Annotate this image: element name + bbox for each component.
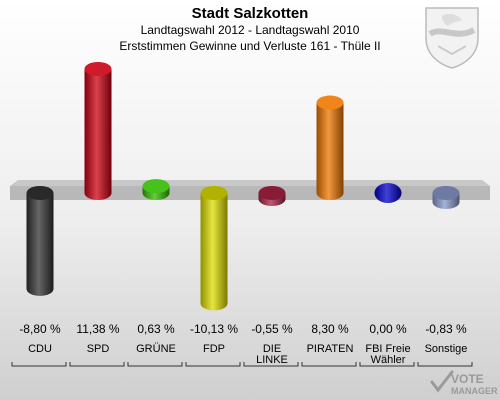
value-label: 0,63 %: [137, 322, 175, 336]
bar-body: [316, 102, 344, 193]
value-label: 8,30 %: [311, 322, 349, 336]
bar-end: [316, 186, 344, 200]
bar-grüne: [142, 179, 170, 200]
category-bracket: [301, 362, 357, 367]
category-label: FBI Freie: [365, 343, 410, 355]
bar-end: [200, 296, 228, 311]
bar-end: [84, 186, 112, 200]
chart-caption: Erststimmen Gewinne und Verluste 161 - T…: [119, 39, 381, 53]
category-label: PIRATEN: [307, 343, 354, 355]
logo-text-manager: MANAGER: [451, 386, 498, 396]
category-label: Sonstige: [425, 343, 468, 355]
category-label: CDU: [28, 343, 52, 355]
value-label: -0,55 %: [251, 322, 293, 336]
bar-fdp: [200, 186, 228, 311]
bar-top: [84, 61, 112, 76]
bar-die-linke: [258, 186, 286, 206]
bar-spd: [84, 61, 112, 200]
bar-cap: [374, 183, 402, 203]
bar-fbi-freie-wähler: [374, 183, 402, 203]
category-bracket: [243, 362, 299, 367]
bar-top: [258, 186, 286, 200]
chart-subtitle: Landtagswahl 2012 - Landtagswahl 2010: [140, 23, 360, 37]
bar-body: [84, 68, 112, 193]
bar-body: [26, 193, 54, 289]
category-label: FDP: [203, 343, 225, 355]
bar-cdu: [26, 186, 54, 296]
category-label: DIE: [263, 343, 281, 355]
bar-piraten: [316, 95, 344, 200]
bar-top: [316, 95, 344, 110]
bar-top: [26, 186, 54, 200]
category-bracket: [417, 362, 473, 367]
category-bracket: [11, 362, 67, 367]
category-label: GRÜNE: [136, 343, 176, 355]
category-bracket: [185, 362, 241, 367]
bar-sonstige: [432, 186, 460, 210]
value-label: 11,38 %: [76, 322, 119, 336]
value-label: -8,80 %: [19, 322, 61, 336]
chart-title: Stadt Salzkotten: [191, 5, 309, 22]
bar-top: [142, 179, 170, 194]
value-label: -0,83 %: [425, 322, 467, 336]
bar-end: [26, 281, 54, 296]
baseline-plane-top: [10, 180, 490, 186]
bar-body: [200, 193, 228, 304]
category-bracket: [69, 362, 125, 367]
coat-of-arms-icon: [425, 7, 479, 69]
bar-top: [432, 186, 460, 200]
logo-text-vote: VOTE: [451, 372, 484, 386]
bar-top: [200, 186, 228, 200]
category-label: SPD: [87, 343, 110, 355]
vote-manager-logo: VOTE MANAGER: [430, 370, 498, 396]
category-label: Wähler: [371, 354, 406, 366]
category-bracket: [127, 362, 183, 367]
baseline-plane: [10, 186, 490, 200]
category-bracket: [359, 362, 415, 367]
value-label: -10,13 %: [190, 322, 238, 336]
category-label: LINKE: [256, 354, 288, 366]
value-label: 0,00 %: [369, 322, 407, 336]
